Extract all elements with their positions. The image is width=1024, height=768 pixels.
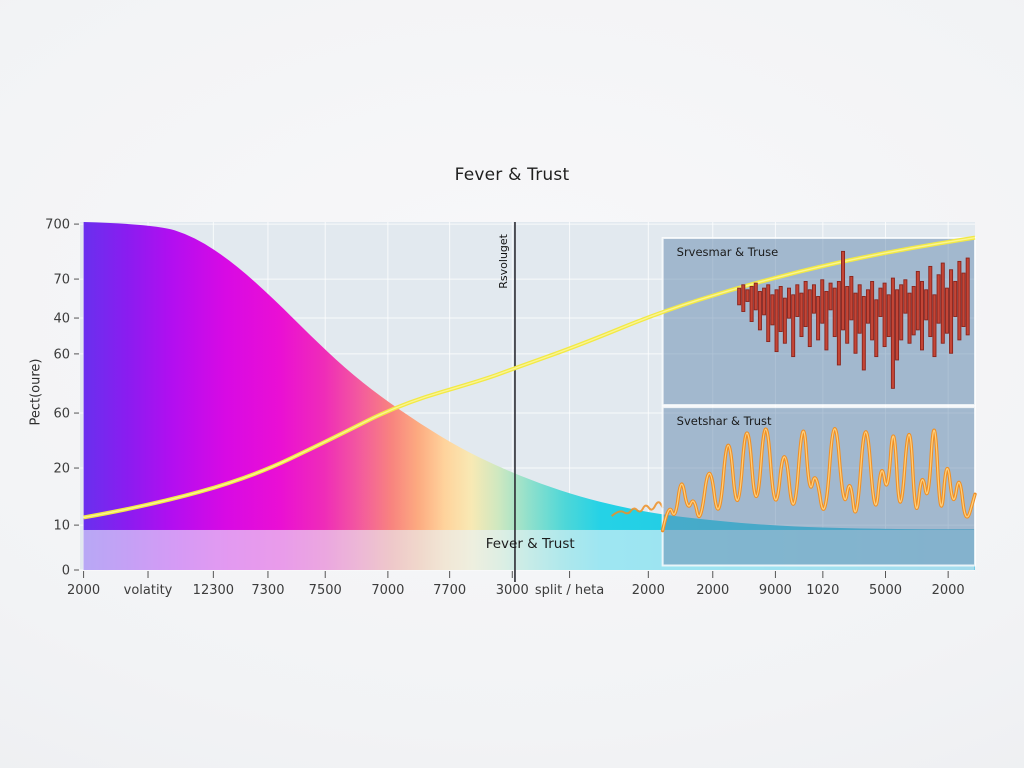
x-tick-label: 7000: [371, 583, 404, 598]
bar: [911, 285, 916, 336]
y-tick-label: 40: [53, 312, 70, 327]
bar: [928, 265, 933, 338]
bar: [886, 294, 891, 338]
bar: [903, 279, 908, 314]
bar: [936, 274, 941, 324]
bar: [949, 269, 954, 354]
bar: [824, 291, 829, 351]
bar: [757, 291, 762, 331]
x-tick-label: 9000: [759, 583, 792, 598]
y-tick-label: 60: [53, 407, 70, 422]
bar: [811, 284, 816, 314]
bar: [832, 287, 837, 338]
bar: [953, 280, 958, 317]
marker-label: Rsvoluget: [497, 233, 510, 288]
bar: [932, 294, 937, 358]
bar: [907, 292, 912, 344]
bar: [766, 284, 771, 343]
bar: [753, 282, 758, 311]
bar: [782, 297, 787, 344]
x-tick-label: 2000: [696, 583, 729, 598]
bar: [820, 279, 825, 324]
bar: [865, 289, 870, 324]
bar: [874, 299, 879, 358]
x-tick-label: 1020: [806, 583, 839, 598]
bar: [799, 292, 804, 338]
x-tick-label: split / heta: [535, 583, 604, 598]
bar: [828, 282, 833, 311]
bar: [745, 289, 750, 302]
bar: [857, 284, 862, 334]
bar: [774, 289, 779, 353]
red-bar-series: [737, 250, 970, 389]
bar: [882, 282, 887, 348]
wave-intro: [610, 501, 664, 517]
y-tick-label: 60: [53, 347, 70, 362]
bar: [944, 287, 949, 334]
x-tick-label: 2000: [932, 583, 965, 598]
bar: [787, 287, 792, 319]
bar: [845, 285, 850, 344]
bar: [762, 287, 767, 316]
bar: [778, 285, 783, 333]
bar: [737, 287, 742, 306]
spectrum-area: [83, 222, 975, 570]
chart-title: Fever & Trust: [454, 165, 570, 185]
bar: [940, 262, 945, 344]
x-tick-label: 7700: [433, 583, 466, 598]
band-label: Fever & Trust: [486, 536, 575, 552]
bar: [924, 289, 929, 321]
bar: [861, 296, 866, 371]
bar: [961, 272, 966, 327]
x-tick-label: 2000: [632, 583, 665, 598]
bar: [895, 289, 900, 361]
y-tick-label: 10: [53, 519, 70, 534]
y-tick-label: 700: [45, 218, 70, 233]
bar: [878, 287, 883, 317]
orange-wave-core: [662, 428, 976, 531]
bar: [741, 284, 746, 312]
bar: [870, 280, 875, 341]
x-tick-label: 12300: [193, 583, 234, 598]
y-tick-label: 20: [53, 462, 70, 477]
bar: [836, 280, 841, 366]
axis-ticks: [74, 223, 949, 578]
bar: [899, 284, 904, 341]
x-tick-label: 2000: [67, 583, 100, 598]
bar: [803, 280, 808, 327]
bar: [770, 294, 775, 326]
x-tick-label: 5000: [869, 583, 902, 598]
x-tick-label: volatity: [124, 583, 173, 598]
y-tick-label: 70: [53, 273, 70, 288]
bar: [795, 284, 800, 317]
bar: [853, 292, 858, 354]
bar: [965, 257, 970, 336]
bar: [807, 289, 812, 348]
bar: [816, 296, 821, 341]
x-tick-label: 3000: [496, 583, 529, 598]
bar: [957, 260, 962, 341]
x-tick-label: 7300: [251, 583, 284, 598]
y-tick-label: 0: [62, 564, 70, 579]
bar: [749, 285, 754, 322]
bar: [791, 294, 796, 358]
trend-line-core: [83, 236, 976, 519]
bar: [890, 277, 895, 389]
inset-title-bottom: Svetshar & Trust: [677, 414, 772, 428]
bar: [915, 270, 920, 331]
inset-title-top: Srvesmar & Truse: [677, 245, 779, 259]
bar: [849, 275, 854, 321]
x-tick-label: 7500: [309, 583, 342, 598]
bar: [841, 250, 846, 331]
bar: [919, 280, 924, 351]
